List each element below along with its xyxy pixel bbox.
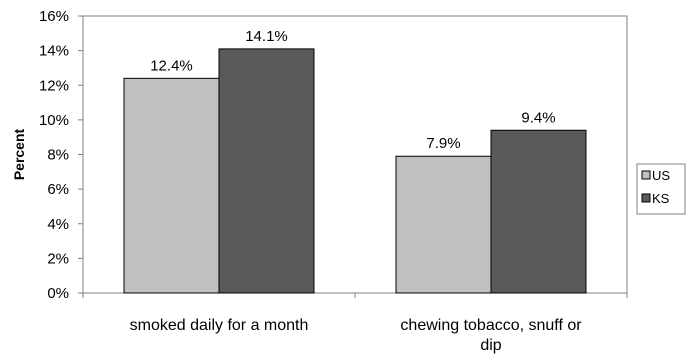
y-tick-label: 16% [39, 8, 69, 25]
y-tick-label: 2% [47, 250, 69, 267]
legend-label: KS [652, 191, 670, 206]
x-category-label: smoked daily for a month [130, 317, 309, 334]
y-tick-label: 10% [39, 112, 69, 129]
legend-label: US [652, 168, 670, 183]
y-tick-label: 6% [47, 181, 69, 198]
data-label: 9.4% [521, 109, 555, 126]
y-tick-label: 8% [47, 147, 69, 164]
bar-ks [218, 48, 315, 294]
y-tick-label: 14% [39, 43, 69, 60]
y-axis-label: Percent [11, 128, 27, 180]
y-tick-label: 12% [39, 77, 69, 94]
legend-swatch-us [641, 170, 651, 180]
y-tick-label: 4% [47, 216, 69, 233]
bar-us [395, 155, 492, 294]
bar-ks [490, 129, 587, 294]
x-category-label: chewing tobacco, snuff or [400, 317, 582, 334]
x-category-label: dip [480, 337, 501, 354]
bar-us [123, 77, 220, 294]
data-label: 7.9% [426, 135, 460, 152]
y-tick-label: 0% [47, 285, 69, 302]
legend-swatch-ks [641, 193, 651, 203]
data-label: 14.1% [245, 28, 288, 45]
data-label: 12.4% [150, 57, 193, 74]
